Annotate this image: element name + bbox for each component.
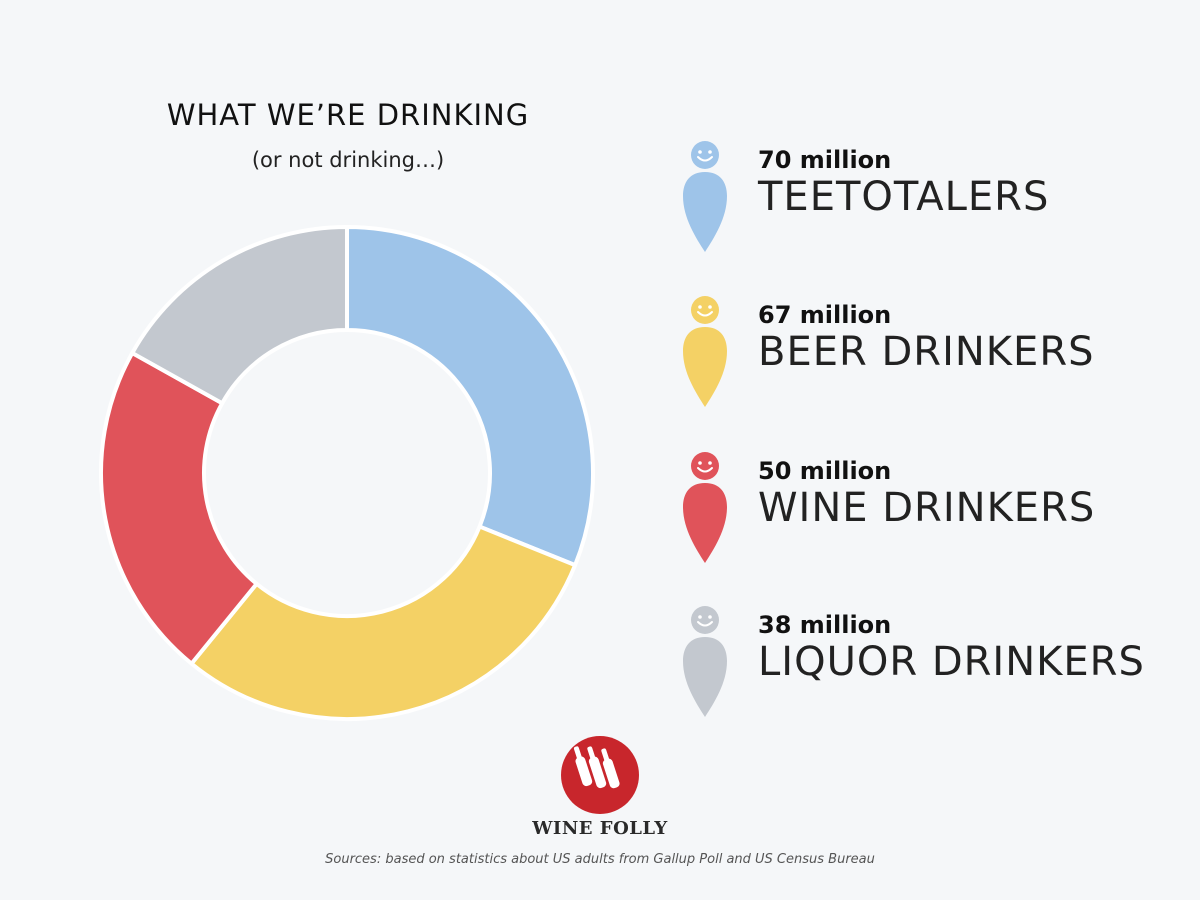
brand-name: WINE FOLLY [532, 818, 668, 839]
person-eye [708, 150, 712, 154]
donut-chart [99, 225, 595, 721]
legend-item-wine-drinkers: 50 million WINE DRINKERS [672, 451, 1192, 576]
donut-slice-teetotalers [345, 225, 595, 568]
person-icon [683, 452, 727, 563]
legend-label: BEER DRINKERS [758, 329, 1095, 375]
person-smile [697, 156, 713, 162]
person-icon [683, 141, 727, 252]
legend-label: WINE DRINKERS [758, 485, 1096, 531]
donut-slice-beer-drinkers [189, 524, 578, 721]
person-body [683, 483, 727, 563]
person-body [683, 637, 727, 717]
person-eye [708, 461, 712, 465]
person-eye [698, 305, 702, 309]
person-head [691, 141, 719, 169]
donut-slice-liquor-drinkers [130, 225, 349, 406]
legend-item-teetotalers: 70 million TEETOTALERS [672, 140, 1192, 265]
person-head [691, 606, 719, 634]
wine-folly-logo-icon [561, 736, 639, 814]
legend-item-liquor-drinkers: 38 million LIQUOR DRINKERS [672, 605, 1192, 730]
legend-count: 70 million [758, 146, 892, 174]
legend-count: 67 million [758, 301, 892, 329]
person-body [683, 172, 727, 252]
chart-title: WHAT WE’RE DRINKING [166, 98, 530, 132]
person-eye [708, 305, 712, 309]
person-body [683, 327, 727, 407]
person-eye [708, 615, 712, 619]
person-head [691, 452, 719, 480]
legend-label: TEETOTALERS [758, 174, 1050, 220]
sources-note: Sources: based on statistics about US ad… [325, 852, 875, 867]
person-smile [697, 311, 713, 317]
legend-count: 38 million [758, 611, 892, 639]
person-smile [697, 621, 713, 627]
legend-label: LIQUOR DRINKERS [758, 639, 1145, 685]
legend-count: 50 million [758, 457, 892, 485]
chart-subtitle: (or not drinking…) [251, 148, 445, 172]
person-icon [683, 296, 727, 407]
person-eye [698, 150, 702, 154]
donut-slice-wine-drinkers [99, 350, 259, 666]
person-eye [698, 461, 702, 465]
person-eye [698, 615, 702, 619]
person-head [691, 296, 719, 324]
person-smile [697, 467, 713, 473]
person-icon [683, 606, 727, 717]
legend-item-beer-drinkers: 67 million BEER DRINKERS [672, 295, 1192, 420]
